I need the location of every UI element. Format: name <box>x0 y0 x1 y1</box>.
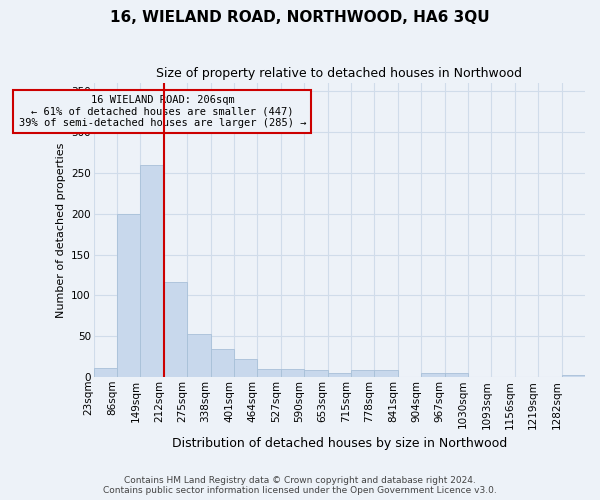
Bar <box>164 282 187 377</box>
Bar <box>328 373 351 377</box>
Bar <box>94 368 117 377</box>
Bar <box>351 370 374 377</box>
Bar <box>304 370 328 377</box>
Text: 16 WIELAND ROAD: 206sqm
← 61% of detached houses are smaller (447)
39% of semi-d: 16 WIELAND ROAD: 206sqm ← 61% of detache… <box>19 95 306 128</box>
Bar <box>140 164 164 377</box>
Bar <box>374 370 398 377</box>
Bar <box>117 214 140 377</box>
Bar <box>187 334 211 377</box>
Y-axis label: Number of detached properties: Number of detached properties <box>56 142 65 318</box>
Bar <box>281 369 304 377</box>
Text: 16, WIELAND ROAD, NORTHWOOD, HA6 3QU: 16, WIELAND ROAD, NORTHWOOD, HA6 3QU <box>110 10 490 25</box>
Bar <box>234 359 257 377</box>
Bar <box>445 373 468 377</box>
Bar <box>562 374 585 377</box>
Bar <box>421 373 445 377</box>
Text: Contains HM Land Registry data © Crown copyright and database right 2024.
Contai: Contains HM Land Registry data © Crown c… <box>103 476 497 495</box>
Bar <box>211 350 234 377</box>
Title: Size of property relative to detached houses in Northwood: Size of property relative to detached ho… <box>157 68 523 80</box>
Bar <box>257 369 281 377</box>
X-axis label: Distribution of detached houses by size in Northwood: Distribution of detached houses by size … <box>172 437 507 450</box>
